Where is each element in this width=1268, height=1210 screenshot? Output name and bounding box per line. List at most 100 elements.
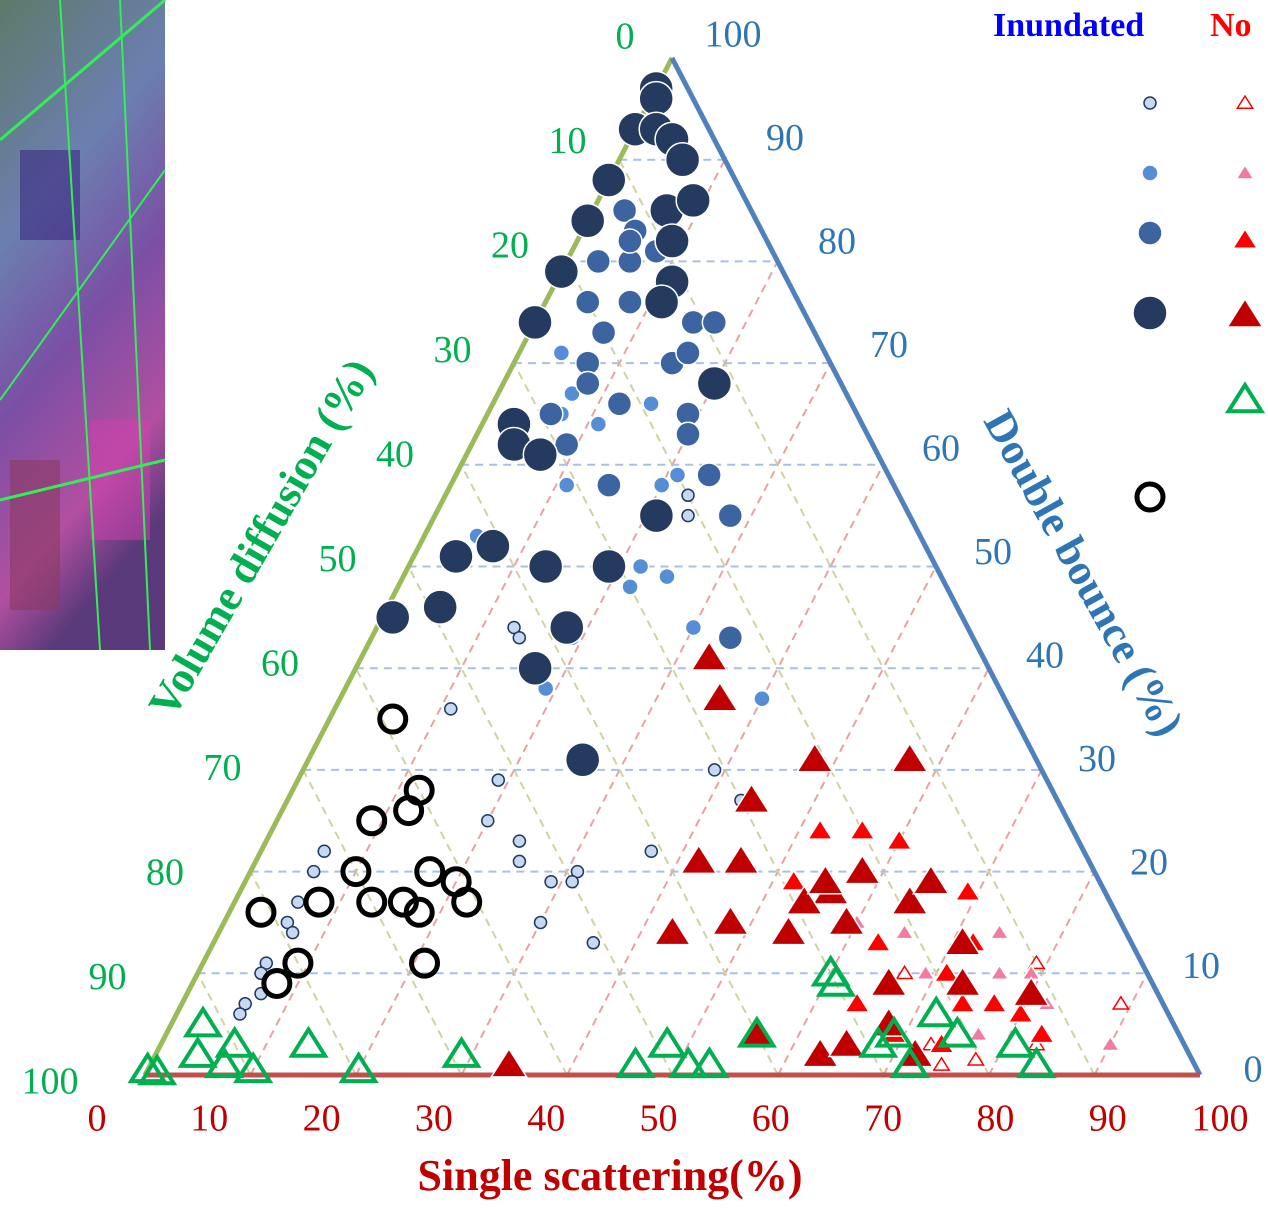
right-tick-label: 40 [1026,635,1064,677]
data-point [376,600,410,634]
data-point [545,876,557,888]
right-tick-label: 90 [766,117,804,159]
data-point [518,651,552,685]
grid-line [409,567,673,1076]
data-point [412,950,438,976]
data-point [618,229,642,253]
x-tick-label: 10 [190,1098,228,1140]
left-tick-label: 80 [146,852,184,894]
left-tick-label: 100 [22,1061,79,1103]
data-point [754,691,770,707]
grid-line [619,160,1094,1075]
data-point [702,310,726,334]
x-tick-label: 90 [1089,1098,1127,1140]
data-point [685,620,701,636]
data-point [513,632,525,644]
data-point [539,402,563,426]
data-point [619,1050,652,1076]
data-point [576,290,600,314]
grid-line [673,567,937,1076]
data-point [655,917,690,945]
chart: 0102030405060708090100010203040506070809… [0,0,1268,1210]
data-point [559,477,575,493]
data-point [866,932,890,951]
data-point [797,744,832,772]
data-point [676,183,710,217]
data-point [659,569,675,585]
grid-line [198,973,251,1075]
data-point [476,529,510,563]
x-tick-label: 80 [976,1098,1014,1140]
data-point [597,473,621,497]
data-point [264,970,290,996]
data-point [306,889,332,915]
data-point [639,82,673,116]
data-point [666,143,700,177]
left-tick-label: 20 [491,225,529,267]
data-point [234,1008,246,1020]
data-point [571,204,605,238]
data-point [892,744,927,772]
data-point [669,467,685,483]
data-point [607,392,631,416]
data-point [702,683,737,711]
data-point [723,845,758,873]
x-tick-label: 70 [864,1098,902,1140]
satellite-image [0,0,165,650]
data-point [999,1029,1032,1055]
data-point [934,1058,949,1070]
data-point [523,438,557,472]
x-tick-label: 30 [415,1098,453,1140]
legend [1133,96,1263,510]
data-point [187,1009,220,1035]
legend-marker [1227,299,1262,327]
data-point [1030,1023,1054,1042]
data-point [845,856,880,884]
data-point [718,626,742,650]
legend-marker [1144,97,1156,109]
data-point [655,224,689,258]
right-tick-label: 30 [1078,738,1116,780]
left-tick-label: 90 [89,956,127,998]
data-point [518,305,552,339]
data-point [529,550,563,584]
data-point [676,341,700,365]
data-point [622,579,638,595]
data-point [682,510,694,522]
data-point [808,820,832,839]
x-tick-label: 50 [640,1098,678,1140]
right-tick-label: 80 [818,221,856,263]
left-tick-label: 50 [319,538,357,580]
data-point [1113,997,1128,1009]
data-point [566,876,578,888]
data-point [445,703,457,715]
legend-marker [1229,385,1262,411]
grid-line [1095,973,1148,1075]
x-axis-title: Single scattering(%) [418,1151,803,1200]
data-point [713,906,748,934]
right-tick-label: 20 [1130,842,1168,884]
data-point [718,504,742,528]
data-point [439,539,473,573]
right-tick-label: 10 [1182,945,1220,987]
data-point [697,366,731,400]
data-point [287,927,299,939]
data-point [896,925,914,939]
data-point [654,477,670,493]
data-point [682,489,694,501]
data-point [550,611,584,645]
right-tick-label: 50 [974,531,1012,573]
left-tick-label: 10 [549,120,587,162]
left-tick-label: 40 [376,434,414,476]
data-point [592,321,616,345]
data-point [913,866,948,894]
data-point [1014,978,1049,1006]
data-point [359,889,385,915]
left-tick-label: 70 [204,747,242,789]
page: 0102030405060708090100010203040506070809… [0,0,1268,1210]
data-point [513,835,525,847]
data-point [829,1028,864,1056]
data-point [645,285,679,319]
left-tick-label: 60 [261,643,299,685]
x-tick-label: 0 [88,1098,107,1140]
